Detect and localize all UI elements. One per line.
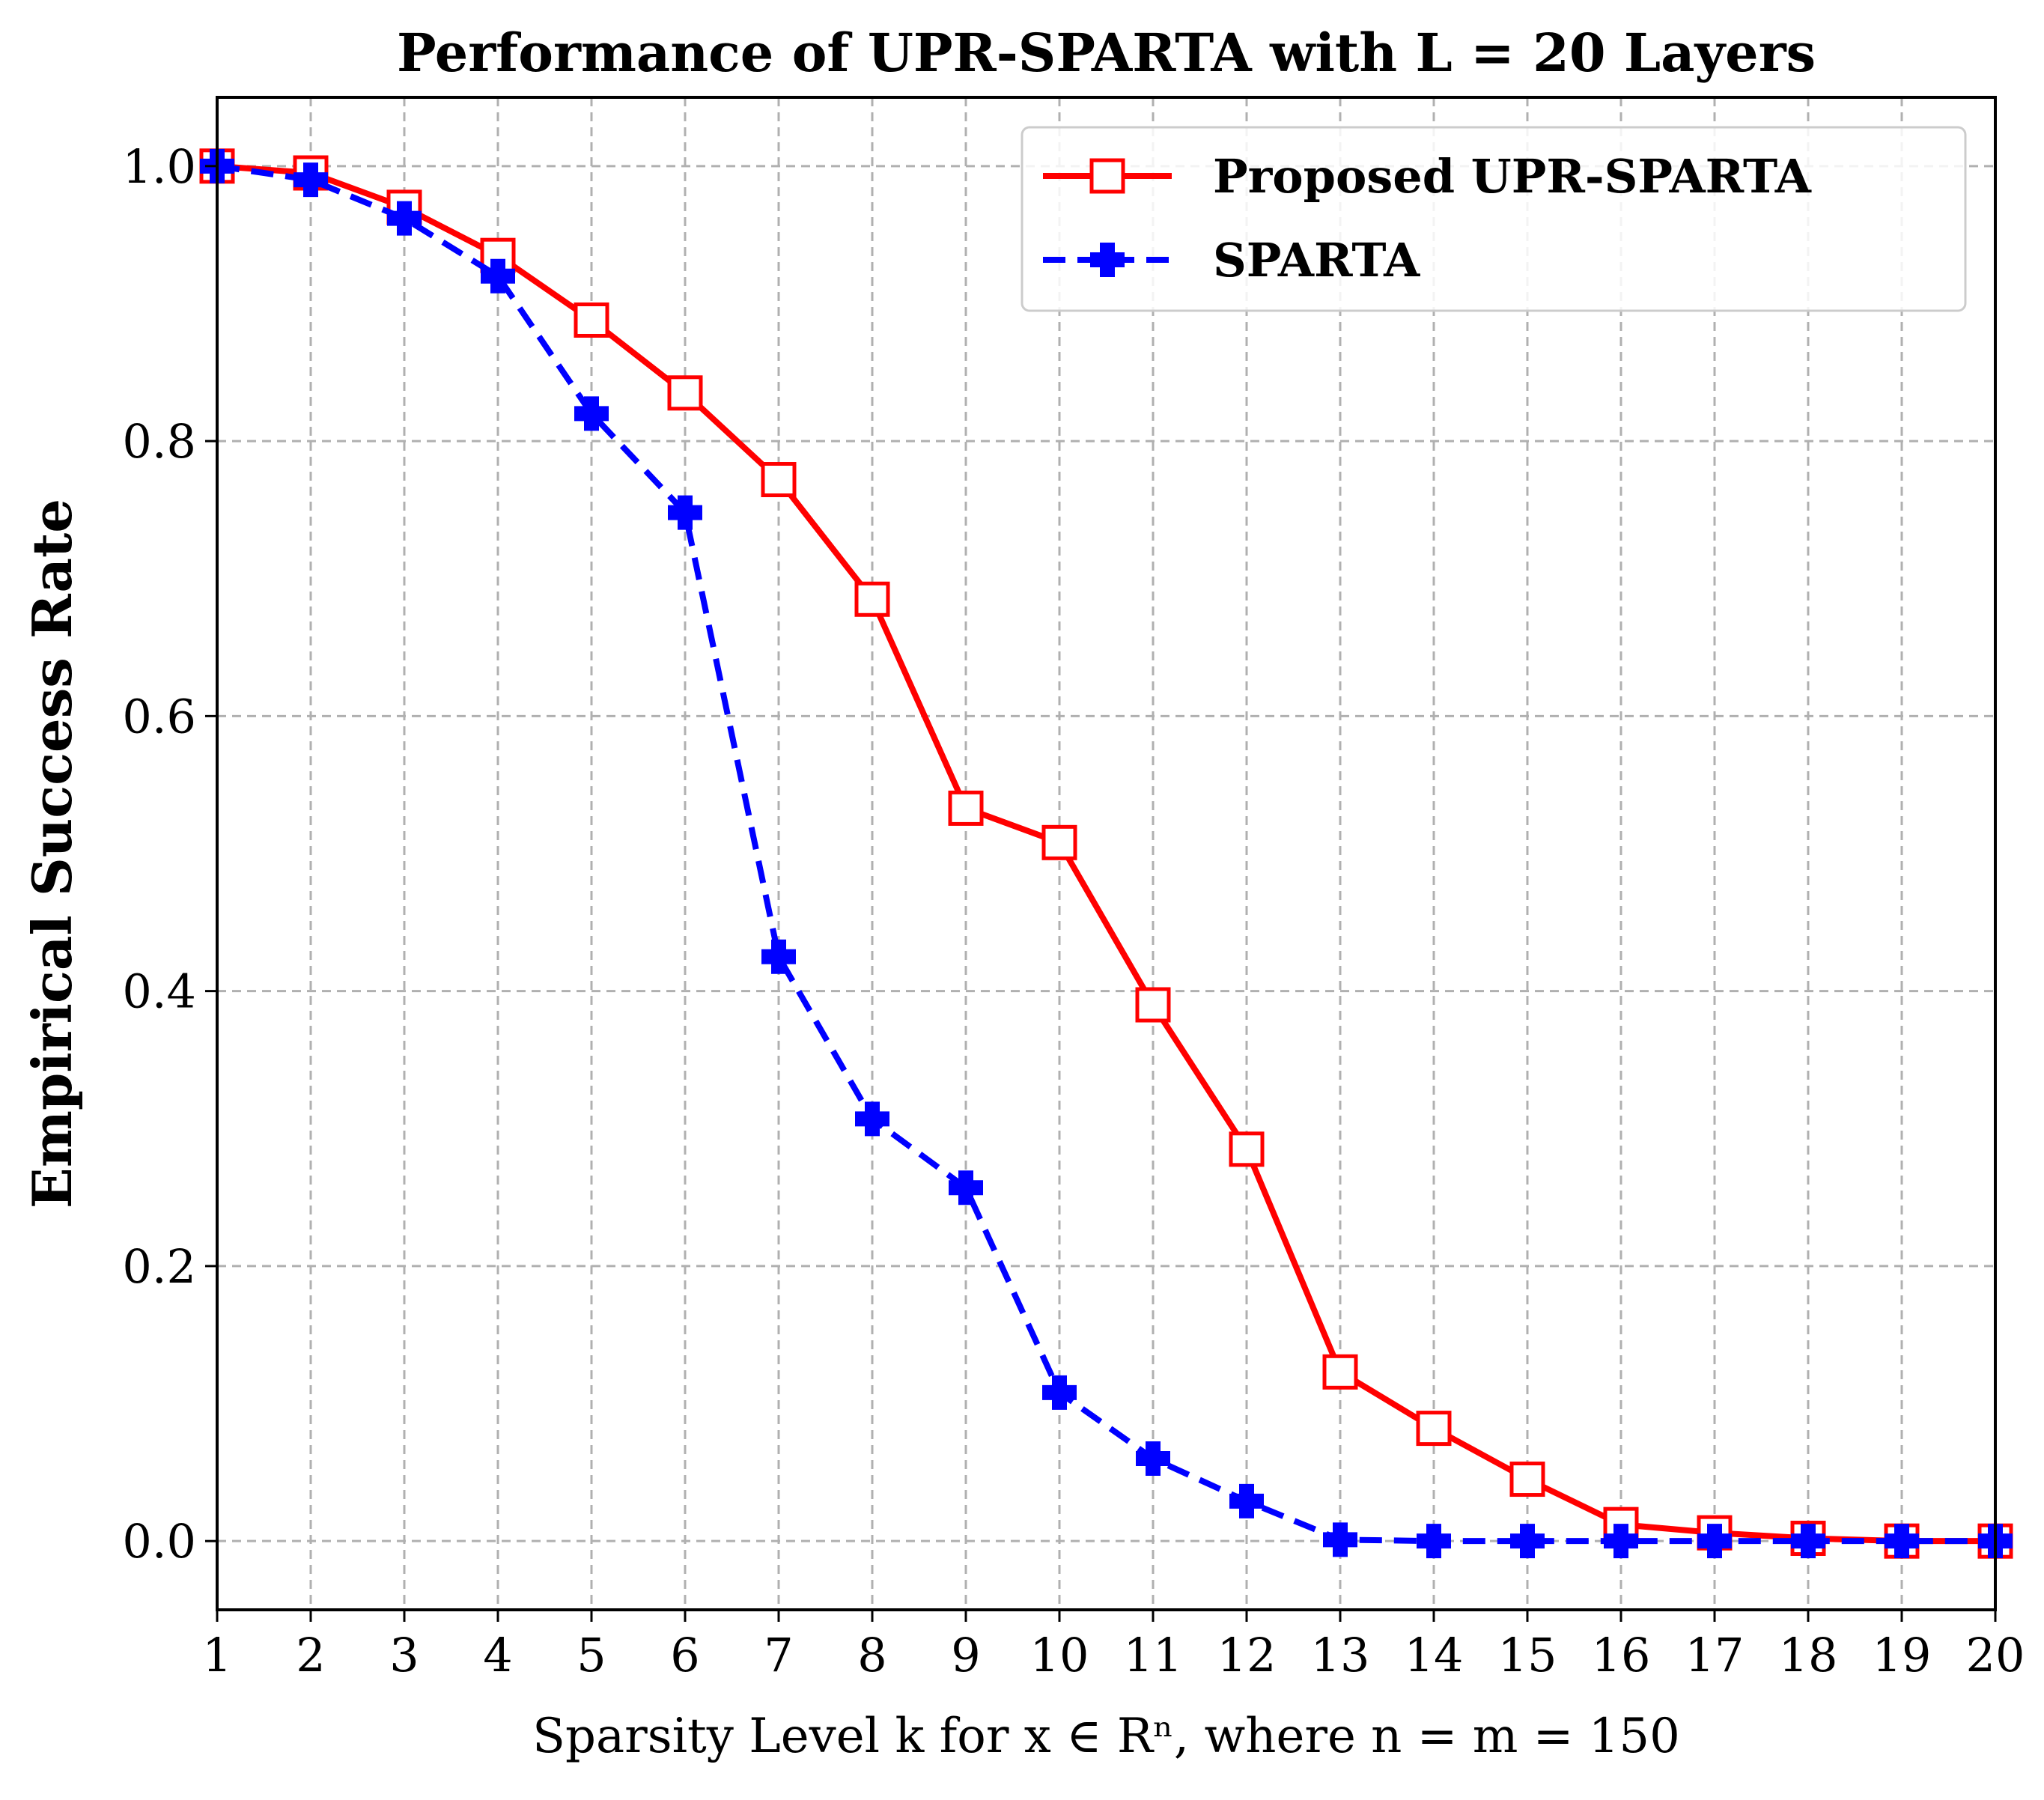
x-axis-label: Sparsity Level k for x ∈ Rⁿ, where n = m… bbox=[532, 1709, 1680, 1764]
legend-label: Proposed UPR-SPARTA bbox=[1213, 149, 1812, 204]
y-tick-label: 0.2 bbox=[122, 1239, 196, 1294]
data-point bbox=[761, 462, 797, 498]
x-tick-label: 16 bbox=[1592, 1628, 1651, 1682]
data-point bbox=[854, 581, 890, 617]
data-point bbox=[1885, 1524, 1919, 1559]
data-point bbox=[387, 201, 422, 236]
x-tick-label: 4 bbox=[483, 1628, 512, 1682]
x-tick-label: 7 bbox=[764, 1628, 793, 1682]
data-point bbox=[949, 1170, 983, 1205]
data-point bbox=[948, 790, 984, 826]
x-tick-label: 15 bbox=[1498, 1628, 1557, 1682]
y-axis-label: Empirical Success Rate bbox=[20, 499, 84, 1208]
y-tick-label: 0.6 bbox=[122, 689, 196, 744]
y-tick-label: 0.4 bbox=[122, 964, 196, 1019]
x-tick-label: 12 bbox=[1217, 1628, 1277, 1682]
data-point bbox=[668, 495, 702, 530]
y-tick-label: 1.0 bbox=[122, 139, 196, 194]
data-point bbox=[1604, 1524, 1638, 1559]
chart-title: Performance of UPR-SPARTA with L = 20 La… bbox=[397, 22, 1816, 84]
x-tick-label: 2 bbox=[296, 1628, 325, 1682]
data-point bbox=[1417, 1524, 1451, 1559]
data-point bbox=[1323, 1522, 1357, 1557]
x-tick-label: 5 bbox=[577, 1628, 606, 1682]
plot-frame bbox=[216, 96, 1997, 1611]
data-point bbox=[1229, 1131, 1265, 1167]
x-tick-label: 8 bbox=[857, 1628, 886, 1682]
data-point bbox=[574, 302, 609, 338]
data-point bbox=[1041, 824, 1077, 860]
x-tick-label: 20 bbox=[1966, 1628, 2025, 1682]
x-tick-label: 17 bbox=[1685, 1628, 1745, 1682]
data-point bbox=[1135, 987, 1171, 1023]
x-tick-label: 6 bbox=[670, 1628, 699, 1682]
data-point bbox=[1416, 1411, 1452, 1447]
x-tick-label: 13 bbox=[1311, 1628, 1370, 1682]
data-point bbox=[574, 396, 609, 431]
x-tick-label: 9 bbox=[951, 1628, 980, 1682]
x-tick-label: 1 bbox=[202, 1628, 231, 1682]
data-point bbox=[1136, 1441, 1170, 1476]
ticks: 1 2 3 4 5 6 7 8 9 10 11 12 13 14 15 16 17 18 19 200.00.20.4… bbox=[122, 139, 2025, 1682]
data-point bbox=[1229, 1483, 1264, 1518]
data-point bbox=[1510, 1524, 1545, 1559]
data-point bbox=[761, 939, 796, 974]
legend: Proposed UPR-SPARTA SPARTA bbox=[1021, 126, 1967, 312]
data-point bbox=[855, 1101, 889, 1137]
legend-box bbox=[1021, 126, 1967, 312]
x-tick-label: 14 bbox=[1405, 1628, 1464, 1682]
legend-marker bbox=[1090, 243, 1125, 277]
data-point bbox=[481, 258, 515, 294]
data-point bbox=[667, 375, 703, 411]
data-point bbox=[1042, 1375, 1077, 1410]
y-tick-label: 0.0 bbox=[122, 1514, 196, 1569]
data-point bbox=[1791, 1524, 1825, 1559]
data-point bbox=[293, 162, 328, 198]
x-tick-label: 19 bbox=[1873, 1628, 1932, 1682]
y-tick-label: 0.8 bbox=[122, 414, 196, 469]
x-tick-label: 11 bbox=[1124, 1628, 1183, 1682]
x-tick-label: 3 bbox=[389, 1628, 419, 1682]
data-point bbox=[1697, 1524, 1732, 1559]
x-tick-label: 18 bbox=[1779, 1628, 1838, 1682]
x-tick-label: 10 bbox=[1030, 1628, 1089, 1682]
data-point bbox=[1509, 1462, 1545, 1498]
legend-marker bbox=[1089, 158, 1125, 194]
legend-label: SPARTA bbox=[1213, 233, 1420, 288]
data-point bbox=[1322, 1354, 1358, 1390]
